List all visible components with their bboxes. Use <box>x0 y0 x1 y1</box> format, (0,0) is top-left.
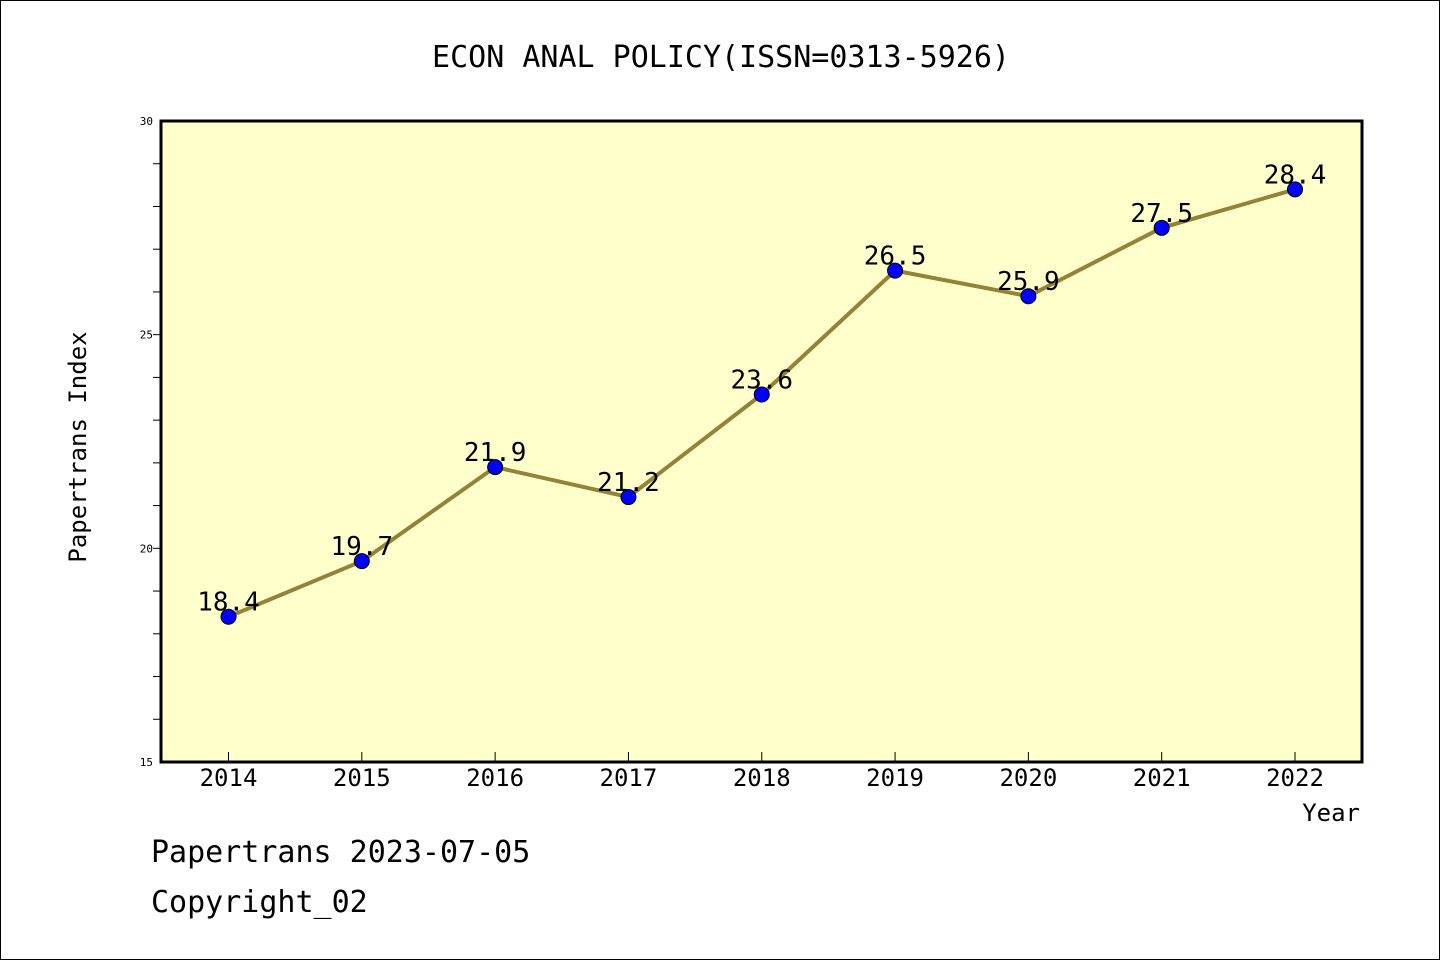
data-points <box>220 181 1303 625</box>
y-axis-label: Papertrans Index <box>64 331 92 562</box>
data-label: 19.7 <box>331 532 394 562</box>
data-label: 23.6 <box>730 365 793 395</box>
x-axis: 2014 2015 2016 2017 2018 2019 2020 2021 2022 <box>200 752 1324 792</box>
data-point <box>887 262 904 279</box>
data-point <box>1153 219 1170 236</box>
data-point <box>487 459 504 476</box>
x-tick-label: 2020 <box>999 764 1057 792</box>
x-tick-label: 2019 <box>866 764 924 792</box>
y-tick-label: 20 <box>140 542 153 555</box>
data-label: 27.5 <box>1130 199 1193 229</box>
data-point <box>220 608 237 625</box>
data-point <box>753 386 770 403</box>
data-label: 21.9 <box>464 438 527 468</box>
x-tick-label: 2021 <box>1133 764 1191 792</box>
data-label: 25.9 <box>997 267 1060 297</box>
x-tick-label: 2016 <box>466 764 524 792</box>
y-tick-label: 30 <box>140 115 153 128</box>
data-label: 21.2 <box>597 468 660 498</box>
data-point <box>620 489 637 506</box>
data-point <box>1287 181 1303 198</box>
y-tick-label: 25 <box>140 329 153 342</box>
x-tick-label: 2017 <box>600 764 658 792</box>
x-tick-label: 2022 <box>1266 764 1324 792</box>
data-point <box>1020 288 1037 305</box>
data-label: 26.5 <box>864 242 927 272</box>
footer-copyright: Copyright_02 <box>151 885 368 920</box>
x-tick-label: 2015 <box>333 764 391 792</box>
data-labels: 18.4 19.7 21.9 21.2 23.6 26.5 25.9 27.5 28.4 <box>197 160 1326 617</box>
data-point <box>353 553 370 570</box>
x-tick-label: 2014 <box>200 764 258 792</box>
footer-date: Papertrans 2023-07-05 <box>151 835 531 870</box>
chart-title: ECON ANAL POLICY(ISSN=0313-5926) <box>432 40 1010 75</box>
data-label: 28.4 <box>1264 160 1327 190</box>
x-tick-label: 2018 <box>733 764 791 792</box>
y-tick-label: 15 <box>140 756 153 769</box>
data-label: 18.4 <box>197 588 260 618</box>
x-axis-label: Year <box>1302 799 1360 827</box>
y-axis: 15 20 25 30 <box>140 115 161 769</box>
